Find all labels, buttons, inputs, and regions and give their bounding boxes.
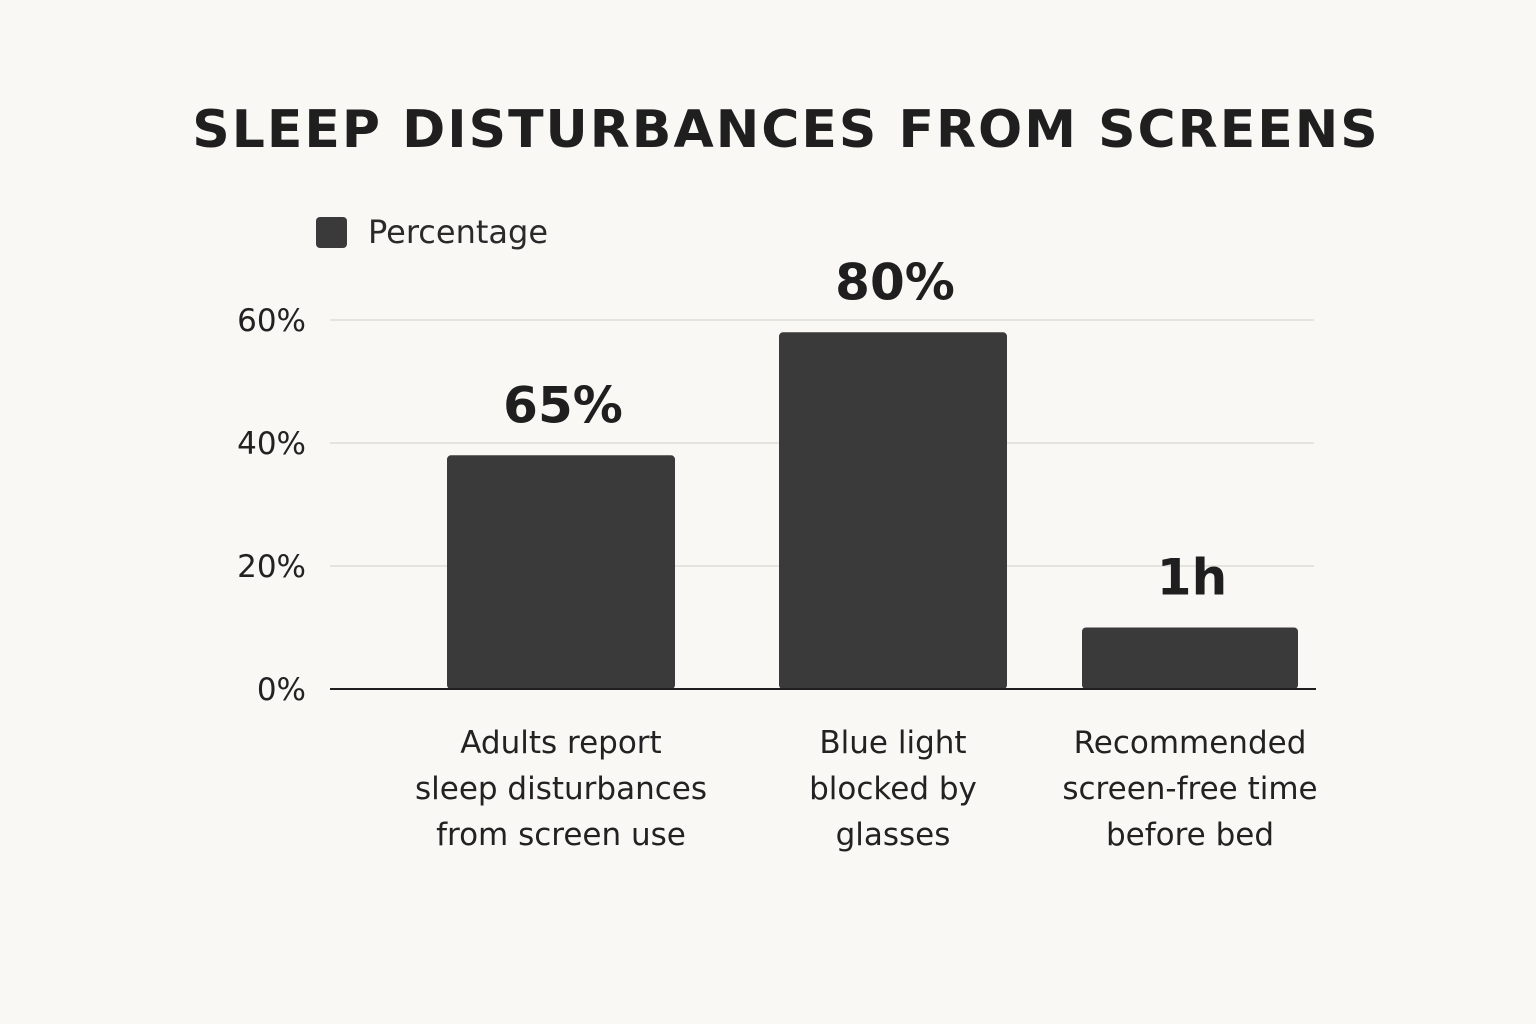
legend-label: Percentage: [368, 213, 549, 251]
data-label: 80%: [835, 253, 955, 311]
y-tick-label: 60%: [237, 303, 306, 339]
chart-title: SLEEP DISTURBANCES FROM SCREENS: [192, 100, 1380, 160]
category-label: Blue light blocked by glasses: [733, 720, 1053, 858]
category-label-line: before bed: [1105, 817, 1275, 853]
category-label: Adults report sleep disturbances from scre…: [401, 720, 721, 858]
bar: [779, 332, 1007, 689]
category-label-line: sleep disturbances: [414, 771, 708, 807]
legend-swatch: [316, 216, 347, 248]
bar: [447, 455, 675, 689]
data-label: 65%: [503, 376, 623, 434]
bar: [1082, 627, 1298, 689]
legend: Percentage: [316, 212, 548, 252]
y-tick-label: 20%: [237, 549, 306, 585]
category-label: Recommended screen-free time before bed: [1030, 720, 1350, 858]
category-label-line: Blue light: [819, 725, 967, 761]
category-label-line: blocked by: [809, 771, 977, 807]
data-label: 1h: [1157, 549, 1227, 607]
category-label-line: glasses: [835, 817, 951, 853]
y-tick-label: 0%: [257, 672, 306, 708]
category-label-line: screen-free time: [1062, 771, 1318, 807]
category-label-line: Recommended: [1073, 725, 1307, 761]
category-label-line: from screen use: [436, 817, 686, 853]
y-tick-label: 40%: [237, 426, 306, 462]
category-label-line: Adults report: [460, 725, 662, 761]
